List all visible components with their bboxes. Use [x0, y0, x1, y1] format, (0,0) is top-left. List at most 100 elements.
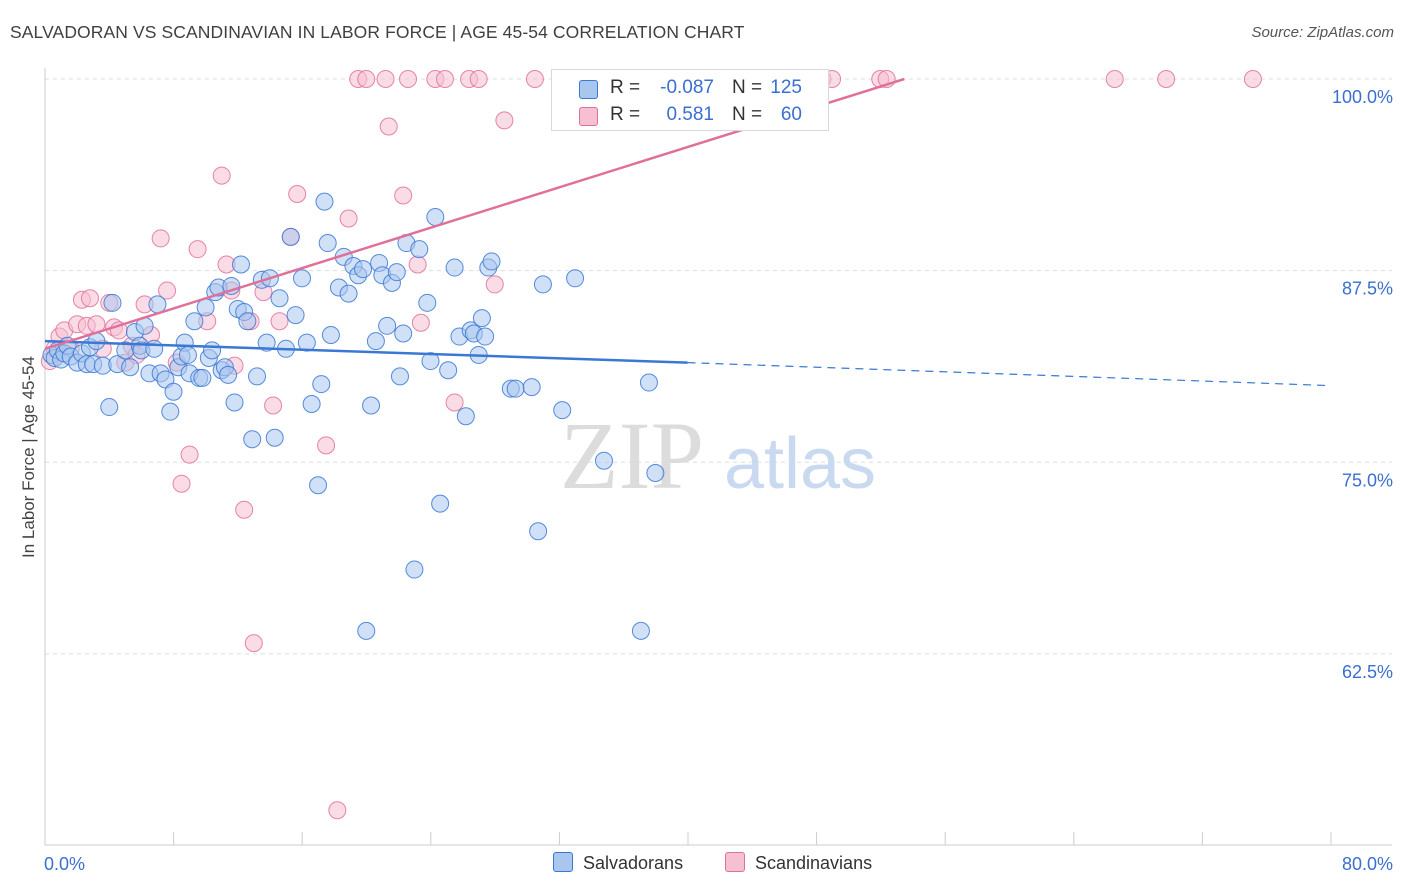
r-label: R =	[610, 77, 641, 98]
salvadoran-point	[410, 240, 429, 259]
salvadoran-point	[318, 234, 337, 253]
salvadoran-point	[103, 293, 122, 312]
scandinavian-point	[270, 312, 289, 331]
salvadoran-point	[257, 333, 276, 352]
salvadoran-point	[321, 326, 340, 345]
salvadorans-trend-line	[44, 339, 688, 364]
salvadoran-point	[529, 522, 548, 541]
scandinavian-point	[151, 229, 170, 248]
salvadoran-point	[445, 258, 464, 277]
salvadoran-point	[193, 368, 212, 387]
scandinavian-point	[485, 275, 504, 294]
salvadoran-point	[219, 365, 238, 384]
salvadoran-point	[390, 367, 409, 386]
salvadorans-trend-extension	[687, 362, 1331, 387]
scandinavian-point	[445, 393, 464, 412]
salvadoran-point	[309, 476, 328, 495]
scandinavian-point	[1157, 70, 1176, 88]
salvadoran-point	[394, 324, 413, 343]
scandinavian-point	[411, 313, 430, 332]
scandinavian-point	[212, 166, 231, 185]
r-label: R =	[610, 104, 641, 125]
salvadoran-point	[286, 306, 305, 325]
salvadoran-point	[472, 309, 491, 328]
source-label: Source: ZipAtlas.com	[1251, 24, 1394, 41]
salvadoran-point	[100, 398, 119, 417]
salvadoran-point	[203, 341, 222, 360]
salvadoran-point	[145, 339, 164, 358]
r-value-salvadorans: -0.087	[660, 77, 714, 98]
salvadoran-point	[315, 192, 334, 211]
scandinavian-point	[180, 445, 199, 464]
salvadoran-point	[265, 428, 284, 447]
scandinavian-point	[158, 281, 177, 300]
watermark-atlas: atlas	[724, 424, 876, 504]
salvadoran-point	[148, 295, 167, 314]
axes	[44, 68, 1392, 846]
salvadoran-point	[297, 333, 316, 352]
salvadoran-point	[476, 327, 495, 346]
salvadoran-point	[357, 621, 376, 640]
scandinavian-point	[399, 70, 418, 88]
scandinavian-point	[235, 500, 254, 519]
n-label: N =	[732, 77, 763, 98]
salvadoran-point	[639, 373, 658, 392]
y-tick-label: 62.5%	[1342, 662, 1393, 682]
legend-row-scandinavians: R = 0.581 N = 60	[552, 102, 828, 128]
salvadoran-point	[185, 312, 204, 331]
salvadoran-point	[312, 375, 331, 394]
salvadoran-point	[238, 312, 257, 331]
scandinavian-point	[288, 184, 307, 203]
legend-item-salvadorans: Salvadorans	[553, 852, 683, 874]
salvadoran-point	[522, 378, 541, 397]
salvadoran-point	[533, 275, 552, 294]
x-tick-label-max: 80.0%	[1342, 854, 1393, 874]
salvadoran-point	[482, 252, 501, 271]
salvadoran-point	[164, 382, 183, 401]
salvadoran-point	[161, 402, 180, 421]
salvadoran-point	[121, 358, 140, 377]
scandinavian-point	[357, 70, 376, 88]
salvadoran-point	[281, 227, 300, 246]
y-tick-label: 87.5%	[1342, 279, 1393, 299]
scandinavian-point	[244, 634, 263, 653]
salvadoran-point	[354, 260, 373, 279]
scandinavian-point	[376, 70, 395, 88]
scandinavian-point	[80, 289, 99, 308]
scandinavian-point	[328, 801, 347, 820]
salvadoran-point	[431, 494, 450, 513]
gridlines	[45, 78, 1392, 655]
y-tick-label: 100.0%	[1332, 87, 1393, 107]
scandinavian-point	[1105, 70, 1124, 88]
salvadoran-point	[178, 345, 197, 364]
salvadoran-point	[439, 361, 458, 380]
salvadorans-points	[42, 192, 665, 640]
scandinavian-point	[264, 396, 283, 415]
salvadoran-point	[426, 207, 445, 226]
chart-title: SALVADORAN VS SCANDINAVIAN IN LABOR FORC…	[10, 22, 745, 42]
salvadoran-point	[231, 255, 250, 274]
salvadoran-point	[270, 289, 289, 308]
scandinavian-point	[188, 240, 207, 259]
salvadoran-point	[293, 269, 311, 288]
salvadoran-point	[506, 379, 525, 398]
salvadoran-point	[456, 407, 475, 426]
salvadoran-point	[553, 401, 572, 420]
salvadoran-point	[418, 293, 437, 312]
salvadoran-point	[646, 463, 665, 482]
legend-label-scandinavians: Scandinavians	[755, 853, 873, 873]
x-tick-label-min: 0.0%	[44, 854, 85, 874]
salvadoran-point	[366, 332, 385, 351]
salvadoran-point	[378, 316, 397, 335]
scandinavian-point	[408, 255, 427, 274]
scandinavian-point	[172, 474, 191, 493]
n-label: N =	[732, 104, 763, 125]
blue-swatch-icon	[553, 852, 573, 872]
scandinavian-point	[525, 70, 544, 88]
salvadoran-point	[248, 367, 267, 386]
scandinavian-point	[495, 111, 514, 130]
n-value-salvadorans: 125	[770, 77, 802, 98]
salvadoran-point	[631, 621, 650, 640]
scandinavian-point	[394, 186, 413, 205]
